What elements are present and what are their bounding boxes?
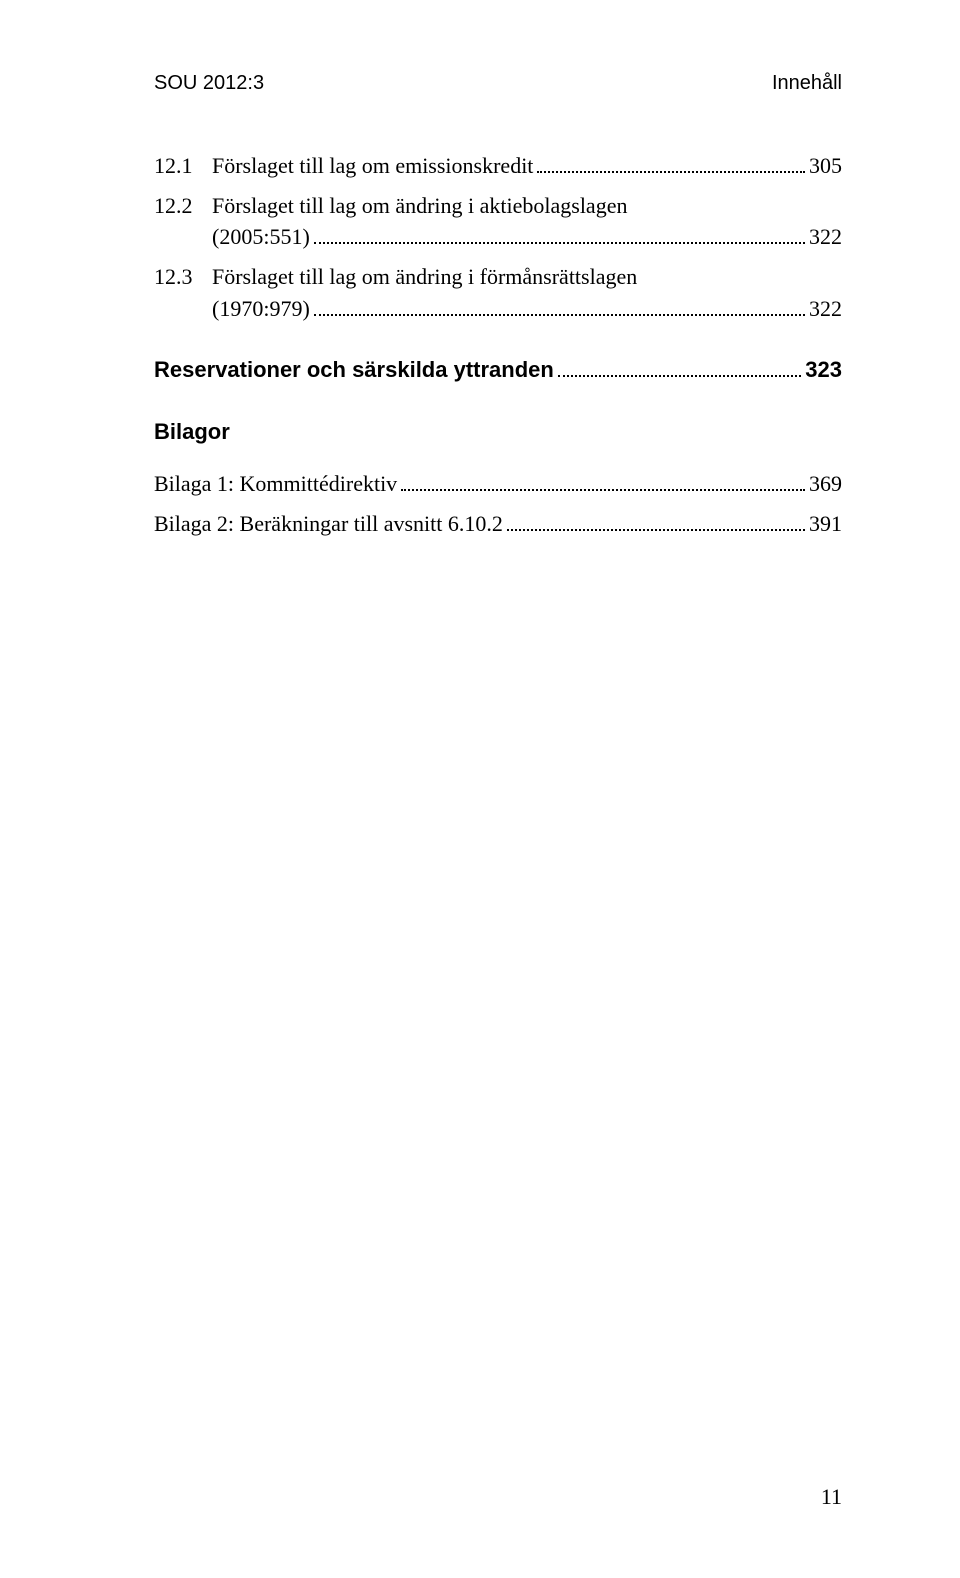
toc-label: Förslaget till lag om ändring i aktiebol… <box>212 191 627 221</box>
spacer <box>154 501 842 509</box>
toc-label: Förslaget till lag om ändring i förmånsr… <box>212 262 637 292</box>
running-head-right: Innehåll <box>772 72 842 95</box>
spacer <box>154 325 842 355</box>
toc-entry: 12.3 Förslaget till lag om ändring i för… <box>154 262 842 292</box>
running-head-left: SOU 2012:3 <box>154 72 264 95</box>
toc-page-number: 322 <box>809 222 842 252</box>
running-head: SOU 2012:3 Innehåll <box>154 72 842 95</box>
toc-label: Bilaga 2: Beräkningar till avsnitt 6.10.… <box>154 509 503 539</box>
toc-label: Förslaget till lag om emissionskredit <box>212 151 533 181</box>
toc-label: (2005:551) <box>212 222 310 252</box>
spacer <box>154 183 842 191</box>
toc-entry: 12.1 Förslaget till lag om emissionskred… <box>154 151 842 181</box>
toc-leader-dots <box>314 242 805 244</box>
spacer <box>154 449 842 469</box>
toc-page-number: 305 <box>809 151 842 181</box>
toc-number: 12.3 <box>154 262 212 292</box>
page: SOU 2012:3 Innehåll 12.1 Förslaget till … <box>0 0 960 1578</box>
toc-label: Bilaga 1: Kommittédirektiv <box>154 469 397 499</box>
toc-section-heading: Reservationer och särskilda yttranden 32… <box>154 355 842 385</box>
spacer <box>154 387 842 417</box>
toc-number: 12.2 <box>154 191 212 221</box>
toc-page-number: 323 <box>805 355 842 385</box>
toc-entry-continuation: (2005:551) 322 <box>154 222 842 252</box>
toc-entry: Bilaga 1: Kommittédirektiv 369 <box>154 469 842 499</box>
toc-entry-continuation: (1970:979) 322 <box>154 294 842 324</box>
spacer <box>154 254 842 262</box>
toc-page-number: 369 <box>809 469 842 499</box>
toc-label: (1970:979) <box>212 294 310 324</box>
toc-page-number: 322 <box>809 294 842 324</box>
toc-entry: Bilaga 2: Beräkningar till avsnitt 6.10.… <box>154 509 842 539</box>
toc-leader-dots <box>401 489 805 491</box>
toc-leader-dots <box>507 529 805 531</box>
toc-label: Reservationer och särskilda yttranden <box>154 355 554 385</box>
toc-leader-dots <box>558 375 801 377</box>
toc-label: Bilagor <box>154 417 230 447</box>
toc-page-number: 391 <box>809 509 842 539</box>
toc-section-heading: Bilagor <box>154 417 842 447</box>
toc-leader-dots <box>537 171 805 173</box>
toc-number: 12.1 <box>154 151 212 181</box>
toc-leader-dots <box>314 314 805 316</box>
page-number: 11 <box>821 1484 842 1510</box>
toc-entry: 12.2 Förslaget till lag om ändring i akt… <box>154 191 842 221</box>
